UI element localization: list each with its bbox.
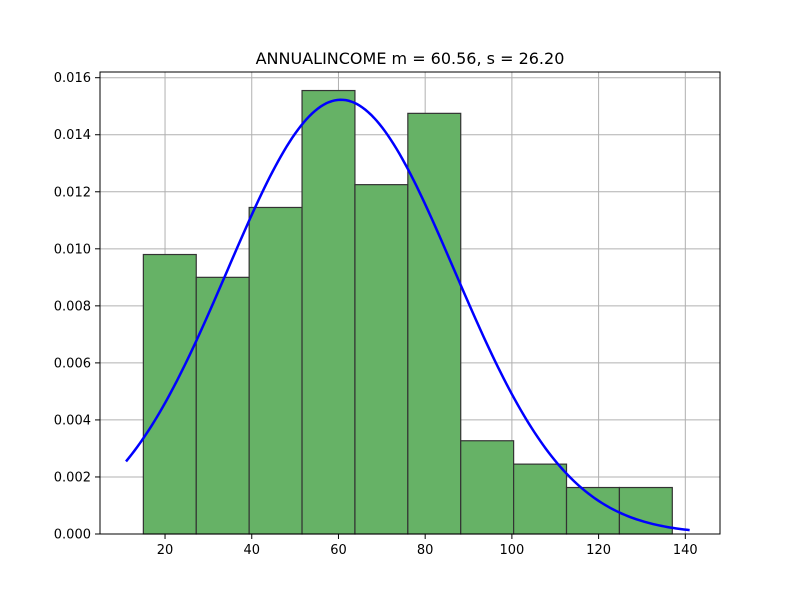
histogram-bar bbox=[354, 184, 409, 535]
fit-curve-layer bbox=[125, 98, 690, 532]
y-tick-label: 0.002 bbox=[54, 470, 91, 485]
histogram-bar bbox=[248, 206, 303, 535]
x-tick-label: 60 bbox=[330, 543, 347, 558]
x-tick-label: 120 bbox=[586, 543, 611, 558]
y-tick-label: 0.004 bbox=[54, 413, 91, 428]
y-tick-label: 0.010 bbox=[54, 242, 91, 257]
chart-title: ANNUALINCOME m = 60.56, s = 26.20 bbox=[256, 49, 565, 68]
x-axis: 20 40 60 80 100 120 140 bbox=[157, 534, 698, 558]
y-tick-label: 0.016 bbox=[54, 71, 91, 86]
y-tick-label: 0.000 bbox=[54, 528, 91, 543]
histogram-bar bbox=[565, 486, 621, 535]
plot-frame bbox=[99, 71, 721, 535]
y-axis: 0.000 0.002 0.004 0.006 0.008 0.010 0.012 0.014… bbox=[54, 71, 100, 543]
histogram-bar bbox=[407, 112, 462, 535]
y-tick-label: 0.008 bbox=[54, 299, 91, 314]
histogram-bar bbox=[301, 89, 356, 535]
histogram-bar bbox=[460, 440, 515, 535]
x-tick-label: 80 bbox=[417, 543, 434, 558]
histogram-bar bbox=[513, 463, 568, 535]
y-tick-label: 0.006 bbox=[54, 356, 91, 371]
y-tick-label: 0.014 bbox=[54, 128, 91, 143]
x-tick-label: 100 bbox=[499, 543, 524, 558]
histogram-bars bbox=[142, 89, 673, 535]
x-tick-label: 40 bbox=[243, 543, 260, 558]
x-tick-label: 140 bbox=[673, 543, 698, 558]
y-tick-label: 0.012 bbox=[54, 185, 91, 200]
normal-fit-curve bbox=[125, 98, 690, 532]
x-tick-label: 20 bbox=[157, 543, 174, 558]
histogram-bar bbox=[195, 276, 250, 535]
